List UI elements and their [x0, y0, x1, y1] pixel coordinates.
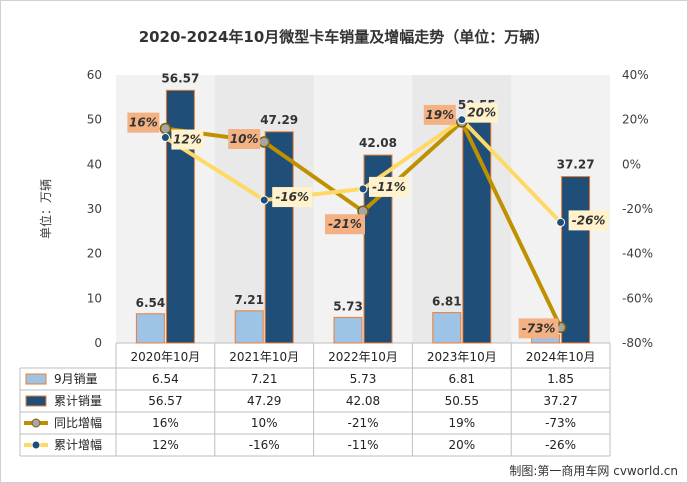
yoy-growth-label-box [325, 214, 365, 235]
bar-cumulative [264, 131, 294, 344]
legend-entry: 9月销量 [54, 372, 98, 386]
table-cell: 47.29 [247, 394, 281, 408]
bar-monthly-label: 7.21 [234, 293, 264, 307]
bar-cumulative-label: 42.08 [359, 136, 397, 150]
y-tick-label: 20 [87, 247, 102, 261]
cumulative-growth-label: 20% [467, 106, 496, 120]
cumulative-growth-label: -16% [275, 190, 309, 204]
yoy-growth-point [159, 122, 172, 135]
table-cell: 20% [448, 438, 475, 452]
table-cell: -11% [347, 438, 378, 452]
y-tick-label: 0 [94, 336, 102, 350]
bar-monthly [432, 312, 462, 344]
yoy-growth-label-box [518, 318, 559, 339]
table-cell: 50.55 [445, 394, 479, 408]
cumulative-growth-label-box [465, 102, 498, 123]
y-axis-label: 单位：万辆 [38, 179, 53, 239]
cumulative-growth-point [259, 195, 269, 205]
cumulative-growth-point [556, 217, 566, 227]
y-tick-label: 10 [87, 291, 102, 305]
cumulative-growth-label: -11% [372, 180, 406, 194]
table-cell: 16% [152, 416, 179, 430]
bar-monthly-label: 6.54 [136, 296, 166, 310]
yoy-growth-label: 16% [129, 116, 158, 130]
yoy-growth-label-box [127, 112, 160, 133]
yoy-growth-label: -73% [522, 321, 556, 335]
plot-band [214, 75, 314, 343]
table-cell: 42.08 [346, 394, 380, 408]
x-tick-label: 2021年10月 [229, 350, 299, 364]
yoy-growth-label: 10% [230, 132, 259, 146]
y2-tick-label: 20% [622, 113, 649, 127]
bar-monthly-label: 5.73 [333, 299, 363, 313]
cumulative-growth-label: -26% [572, 213, 606, 227]
table-cell: 10% [251, 416, 278, 430]
y2-tick-label: -80% [622, 336, 653, 350]
table-cell: -16% [249, 438, 280, 452]
bar-monthly [333, 316, 363, 344]
y2-tick-label: -60% [622, 291, 653, 305]
x-tick-label: 2023年10月 [427, 350, 497, 364]
cumulative-growth-label-box [369, 176, 409, 197]
y2-tick-label: 0% [622, 157, 641, 171]
table-cell: 6.54 [152, 372, 179, 386]
y-tick-label: 50 [87, 113, 102, 127]
x-tick-label: 2020年10月 [130, 350, 200, 364]
cumulative-growth-label-box [568, 210, 609, 231]
bar-cumulative-label: 47.29 [260, 113, 298, 127]
legend-swatch [25, 373, 47, 385]
bar-cumulative-label: 56.57 [161, 71, 199, 85]
legend-entry: 累计销量 [54, 394, 102, 408]
yoy-growth-label: -21% [328, 217, 362, 231]
cumulative-growth-point [457, 115, 467, 125]
yoy-growth-label-box [228, 129, 261, 149]
table-cell: 6.81 [448, 372, 475, 386]
table-cell: 12% [152, 438, 179, 452]
x-tick-label: 2024年10月 [526, 350, 596, 364]
table-cell: 19% [448, 416, 475, 430]
y2-tick-label: 40% [622, 68, 649, 82]
y-tick-label: 40 [87, 157, 102, 171]
legend-entry: 同比增幅 [54, 415, 102, 430]
cumulative-growth-point [358, 184, 368, 194]
bar-monthly-label: 6.81 [432, 295, 462, 309]
x-tick-label: 2022年10月 [328, 350, 398, 364]
table-cell: 37.27 [543, 394, 577, 408]
cumulative-growth-label-box [272, 187, 313, 208]
legend-swatch [25, 395, 47, 407]
chart-title: 2020-2024年10月微型卡车销量及增幅走势（单位：万辆） [139, 28, 550, 46]
y-tick-label: 60 [87, 68, 102, 82]
y-tick-label: 30 [87, 202, 102, 216]
yoy-growth-label-box [423, 104, 456, 125]
table-cell: 1.85 [547, 372, 574, 386]
cumulative-growth-label-box [171, 129, 204, 150]
bar-cumulative [561, 176, 591, 344]
y2-tick-label: -40% [622, 247, 653, 261]
table-cell: 56.57 [148, 394, 182, 408]
legend-swatch-marker [31, 440, 41, 450]
table-cell: -26% [545, 438, 576, 452]
bar-cumulative-label: 37.27 [557, 158, 595, 172]
credit-text: 制图:第一商用车网 cvworld.cn [509, 463, 678, 478]
yoy-growth-label: 19% [425, 108, 454, 122]
table-cell: 7.21 [251, 372, 278, 386]
table-cell: -21% [347, 416, 378, 430]
table-cell: 5.73 [350, 372, 377, 386]
bar-monthly [135, 313, 165, 344]
legend-entry: 累计增幅 [54, 437, 102, 452]
legend-swatch-marker [31, 418, 41, 428]
yoy-growth-point [258, 136, 270, 148]
cumulative-growth-point [160, 133, 170, 143]
table-cell: -73% [545, 416, 576, 430]
cumulative-growth-label: 12% [173, 133, 202, 147]
bar-monthly [234, 310, 264, 344]
y2-tick-label: -20% [622, 202, 653, 216]
